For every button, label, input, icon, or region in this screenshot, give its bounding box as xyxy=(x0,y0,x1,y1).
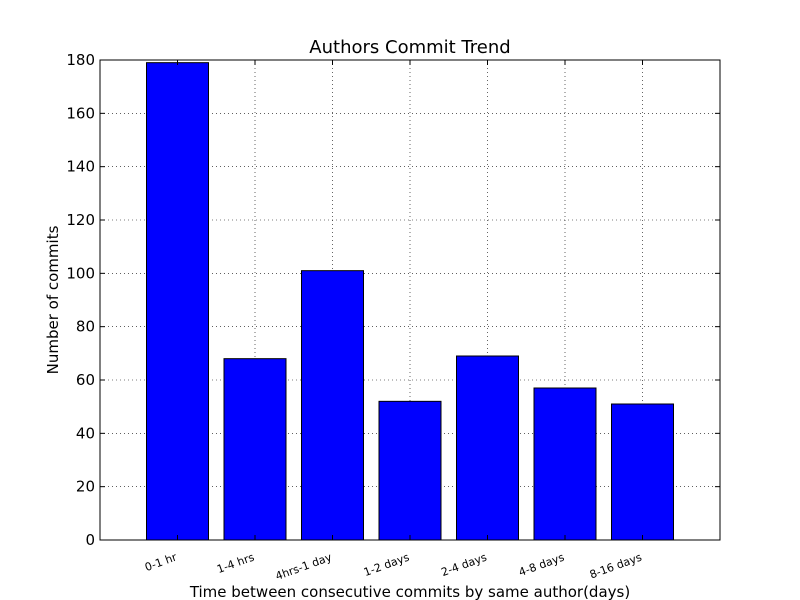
x-tick-label: 1-2 days xyxy=(362,551,411,580)
bar-2-4-days xyxy=(456,355,519,541)
x-tick-label: 2-4 days xyxy=(440,551,489,580)
x-tick-label: 4hrs-1 day xyxy=(274,550,334,583)
y-tick-label: 140 xyxy=(66,158,95,176)
y-tick-label: 180 xyxy=(66,51,95,69)
y-tick-label: 0 xyxy=(85,531,95,549)
chart-title: Authors Commit Trend xyxy=(309,37,510,58)
y-tick-label: 80 xyxy=(76,318,95,336)
x-axis-label: Time between consecutive commits by same… xyxy=(189,583,630,600)
x-tick-label: 8-16 days xyxy=(588,551,644,582)
bar-1-2-days xyxy=(378,400,442,541)
y-tick-label: 160 xyxy=(66,104,95,122)
bar-1-4-hrs xyxy=(223,358,287,541)
y-tick-label: 40 xyxy=(76,424,95,442)
y-tick-label: 20 xyxy=(76,478,95,496)
y-tick-label: 100 xyxy=(66,264,95,282)
bar-0-1-hr xyxy=(146,62,209,541)
x-tick-label: 0-1 hr xyxy=(143,550,179,574)
x-tick-label: 1-4 hrs xyxy=(215,551,256,577)
x-tick-label: 4-8 days xyxy=(517,551,566,580)
y-tick-label: 120 xyxy=(66,211,95,229)
bar-8-16-days xyxy=(611,403,674,541)
bar-4-8-days xyxy=(533,387,597,541)
y-axis-label: Number of commits xyxy=(44,225,62,374)
bars xyxy=(146,62,674,541)
y-tick-label: 60 xyxy=(76,371,95,389)
bar-4hrs-1-day xyxy=(301,270,364,541)
